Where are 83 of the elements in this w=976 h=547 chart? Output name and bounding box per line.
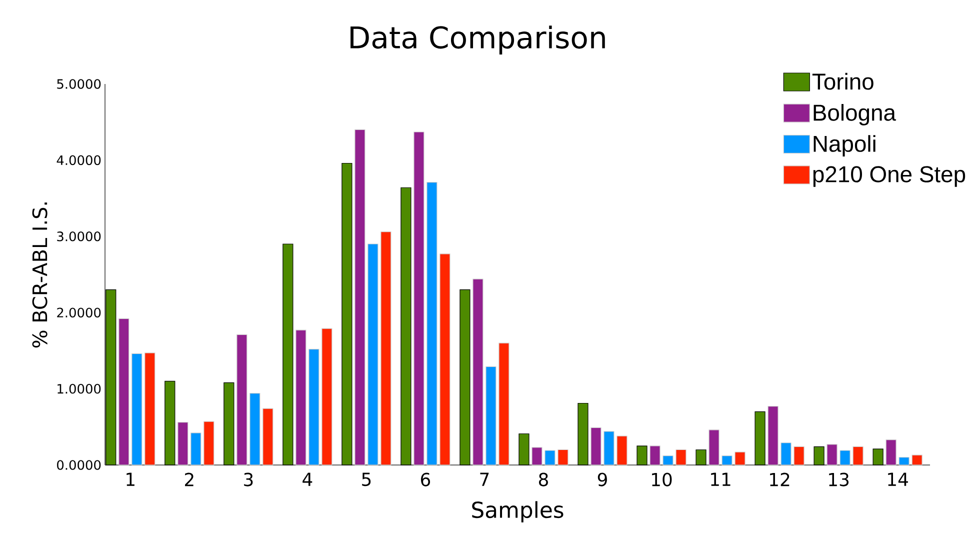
legend-label: Napoli [814,135,876,156]
bar [650,446,660,466]
bar [886,440,896,466]
y-tick-label: 2.0000 [57,308,101,318]
bar [250,393,260,466]
bar [840,450,850,466]
legend-label: Bologna [814,104,896,126]
x-tick-label: 2 [185,472,194,486]
y-tick-label: 0.0000 [57,460,101,470]
bar [794,446,804,466]
bar [296,330,306,466]
x-tick-label: 5 [362,472,371,486]
bar [722,456,732,466]
bar [132,353,142,466]
bar [590,427,602,466]
bar [518,433,530,466]
bar [636,446,648,466]
bar [912,454,922,466]
y-axis-title: % BCR-ABL I.S. [32,202,48,348]
x-axis-title: Samples [472,501,564,522]
bar [558,449,568,466]
x-tick-label: 12 [770,472,790,486]
y-tick-label: 4.0000 [56,155,101,166]
bar [780,442,792,466]
x-tick-label: 11 [711,472,730,486]
bar [544,450,556,466]
bar [498,342,510,466]
bar [342,162,352,466]
bar [224,382,234,466]
bar [696,449,706,466]
bar [852,446,864,466]
x-tick-label: 6 [420,472,430,486]
bar [322,328,332,466]
bar [662,456,674,466]
bar [354,129,366,466]
bar [604,431,614,466]
bar [708,430,720,466]
bar [144,352,156,466]
bar [898,457,910,466]
bar [872,448,884,466]
bar [414,132,424,466]
bar [460,289,470,466]
bar [368,244,378,466]
legend-label: p210 One Step [813,166,966,187]
bar [486,366,496,466]
x-tick-label: 13 [829,472,849,486]
bar [178,422,188,466]
bar [768,406,778,466]
bar [532,447,542,466]
bar [190,432,202,466]
x-tick-label: 3 [244,472,253,486]
bar [164,380,176,466]
bar [734,452,746,466]
x-tick-label: 10 [652,472,672,486]
bar [308,348,320,466]
bar [400,187,412,466]
x-tick-label: 14 [888,472,908,486]
x-tick-label: 7 [480,472,489,486]
bar [754,411,766,466]
x-tick-label: 4 [302,472,312,486]
bar [440,254,450,466]
bar [826,444,838,466]
chart-title: Data Comparison [350,26,605,54]
x-tick-label: 1 [126,472,134,486]
bar [204,421,214,466]
bar [262,408,274,466]
bar [236,334,248,466]
bar [676,449,686,466]
bar [616,436,628,466]
x-tick-label: 9 [598,472,607,486]
y-tick-label: 3.0000 [57,231,101,242]
y-tick-label: 5.0000 [57,79,101,89]
bar [472,278,484,466]
bar [578,402,588,466]
bar [426,182,438,466]
legend-label: Torino [812,72,874,90]
bar [106,289,116,466]
bar [814,446,824,466]
y-tick-label: 1.0000 [58,384,101,394]
bar [282,244,294,466]
x-tick-label: 8 [538,472,548,486]
bar [380,232,392,466]
bar [118,318,130,466]
